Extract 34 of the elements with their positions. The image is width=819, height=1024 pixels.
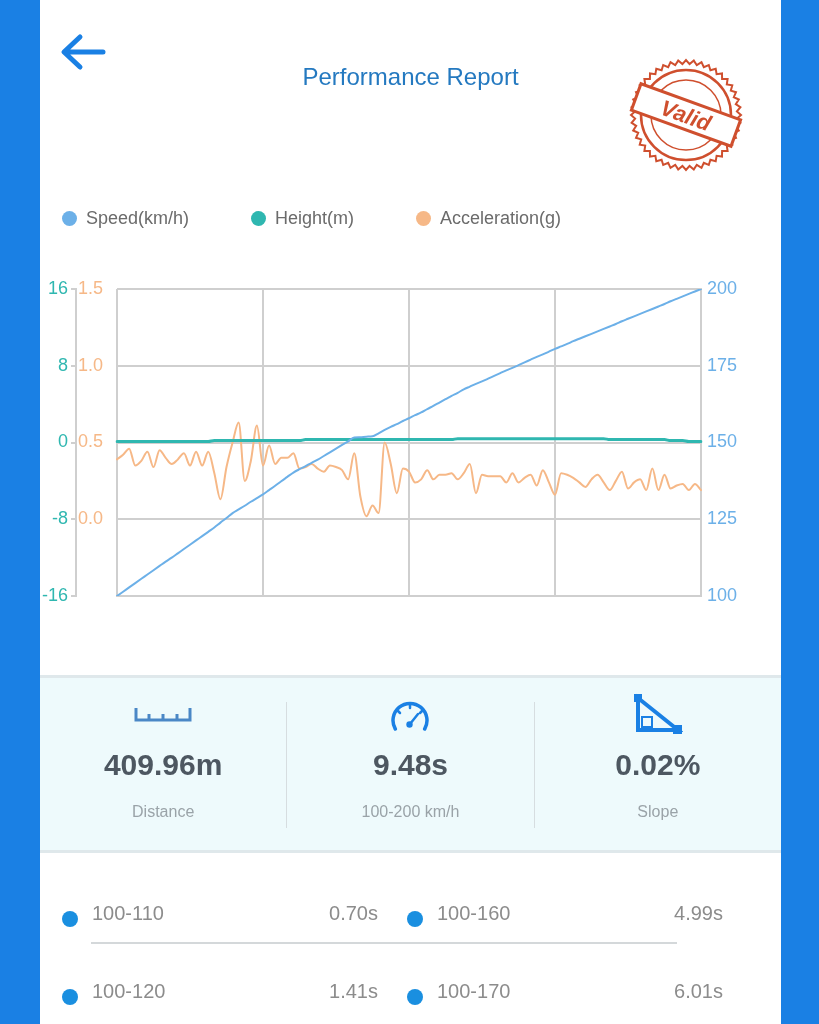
text: 9.48s [371, 747, 450, 783]
legend-label: Speed(km/h) [86, 208, 190, 229]
y-tick-label: 16 [47, 277, 68, 298]
y3-tick-label: 1.5 [77, 277, 103, 298]
text: 100-160 [437, 901, 511, 926]
y3-tick-label: 0.0 [77, 508, 103, 529]
y-tick-label: -8 [51, 508, 68, 529]
text: 100-110 [92, 901, 164, 926]
y-tick-label: -16 [41, 584, 68, 605]
text: Slope [636, 802, 680, 822]
text: 4.99s [674, 901, 723, 926]
text: 1.41s [329, 979, 378, 1004]
legend-label: Acceleration(g) [440, 208, 562, 229]
y2-tick-label: 100 [707, 584, 738, 605]
y2-tick-label: 175 [707, 354, 738, 375]
y2-tick-label: 200 [707, 277, 738, 298]
y-tick-label: 0 [57, 431, 68, 452]
text: 100-170 [437, 979, 511, 1004]
line-series [116, 289, 702, 596]
y3-tick-label: 0.5 [77, 431, 103, 452]
text: 409.96m [102, 747, 224, 783]
text: 0.70s [329, 901, 378, 926]
legend-label: Height(m) [275, 208, 355, 229]
y3-tick-label: 1.0 [77, 354, 103, 375]
text: 6.01s [674, 979, 723, 1004]
text: 100-120 [92, 979, 166, 1004]
y2-tick-label: 150 [707, 431, 738, 452]
y2-tick-label: 125 [707, 508, 738, 529]
line-series [116, 421, 702, 518]
text: 100-200 km/h [360, 802, 461, 822]
y-tick-label: 8 [57, 354, 68, 375]
text: 0.02% [614, 747, 702, 783]
text: Distance [131, 802, 196, 822]
chart-title: Performance Report [301, 62, 520, 92]
